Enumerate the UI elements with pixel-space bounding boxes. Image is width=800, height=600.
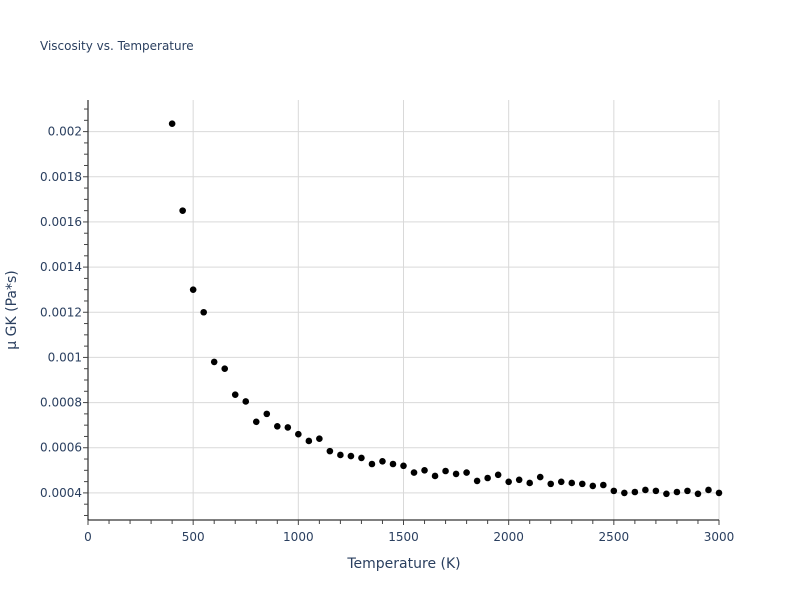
y-tick-label: 0.001 [48,350,82,364]
data-point [684,487,691,495]
data-point [431,472,439,480]
data-point [494,471,502,479]
y-tick-label: 0.0012 [40,305,82,319]
data-point [705,486,712,494]
data-point [610,487,618,495]
data-point [589,482,597,490]
data-point [358,454,365,462]
data-point [316,435,323,443]
data-point [263,410,271,418]
x-tick-label: 1000 [283,530,314,544]
chart-title: Viscosity vs. Temperature [40,39,194,53]
data-point [179,207,186,214]
x-tick-label: 1500 [388,530,419,544]
data-point [631,488,639,496]
x-tick-label: 2000 [493,530,524,544]
data-point [515,476,523,484]
data-point [400,462,407,470]
data-point [505,478,512,486]
data-point [568,479,576,487]
data-point [168,120,176,128]
data-point [347,452,355,460]
x-tick-label: 3000 [704,530,735,544]
y-tick-label: 0.0016 [40,215,82,229]
data-point [621,489,628,497]
data-point [242,398,250,405]
data-point [642,486,649,494]
data-point [421,467,428,474]
x-axis-label: Temperature (K) [346,556,460,572]
data-point [210,358,218,366]
data-point [274,422,281,430]
data-point [663,490,670,498]
data-point [600,481,607,489]
data-point [526,479,533,487]
x-tick-label: 0 [84,530,92,544]
data-point [252,418,260,426]
data-point [578,480,586,488]
x-tick-label: 500 [182,530,205,544]
x-tick-label: 2500 [599,530,630,544]
data-point [536,473,544,481]
data-point [189,286,197,293]
data-point [305,437,313,445]
data-point [463,469,470,476]
data-point [231,391,239,398]
y-tick-label: 0.002 [48,125,82,139]
data-point [200,308,207,316]
data-point [389,460,397,468]
y-tick-label: 0.0014 [40,260,82,274]
data-point [652,487,660,495]
data-point [452,470,460,478]
data-point [694,490,702,498]
y-tick-label: 0.0004 [40,486,82,500]
y-axis-label: μ GK (Pa*s) [4,270,20,349]
y-tick-label: 0.0006 [40,441,82,455]
data-point [295,430,302,438]
data-point [473,477,481,485]
data-point [410,469,418,476]
data-point [557,478,565,486]
data-point [673,488,681,496]
data-point [368,460,376,468]
data-point [326,447,334,455]
data-point [221,365,229,373]
y-tick-label: 0.0018 [40,170,82,184]
data-point [337,451,344,459]
data-point [442,467,449,475]
y-tick-label: 0.0008 [40,396,82,410]
data-point [379,457,386,465]
data-point [284,424,292,431]
data-point [715,489,723,497]
data-point [484,474,491,482]
data-point [547,480,555,488]
